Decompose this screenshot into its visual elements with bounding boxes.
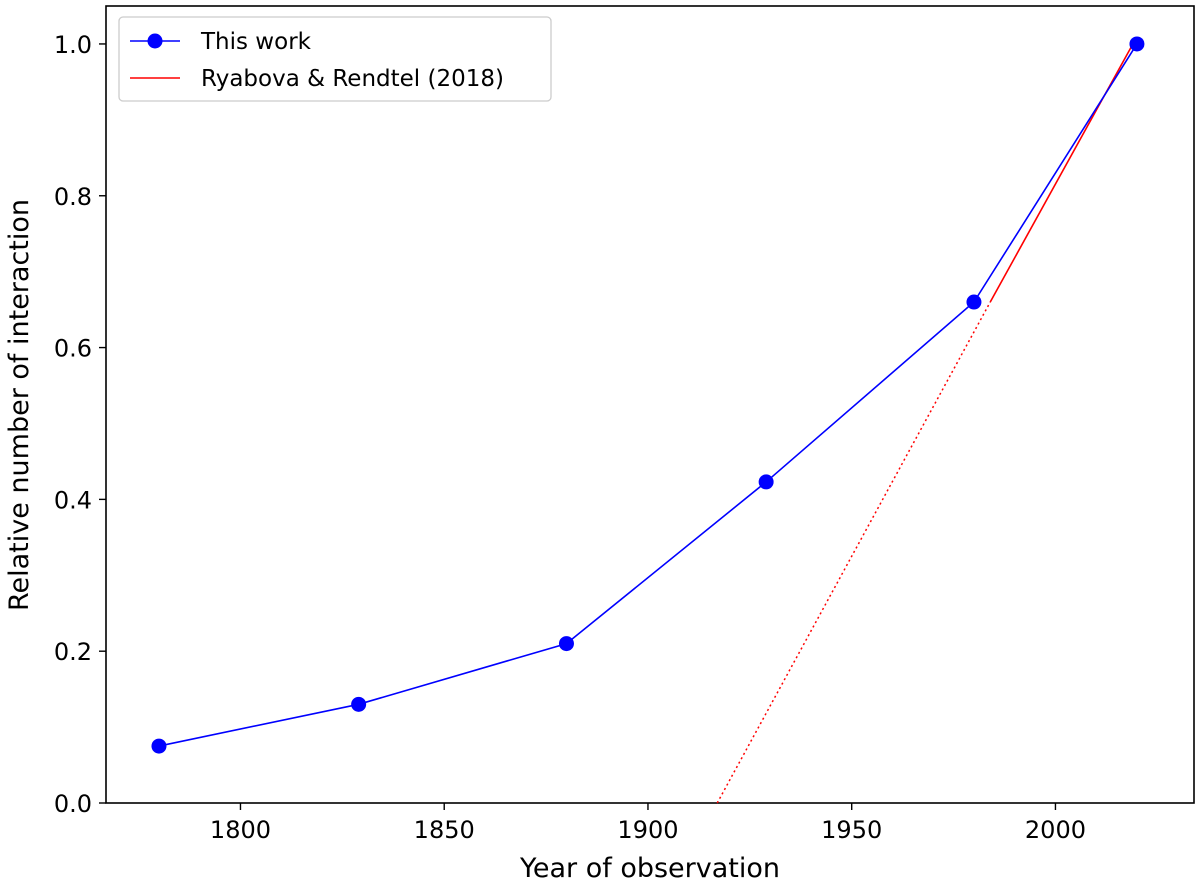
y-tick-label: 0.8 bbox=[54, 183, 92, 211]
series-ryabova-line bbox=[989, 43, 1134, 303]
y-tick-label: 1.0 bbox=[54, 31, 92, 59]
legend-label-ryabova: Ryabova & Rendtel (2018) bbox=[201, 66, 504, 92]
data-point-this-work bbox=[558, 636, 574, 652]
y-axis-ticks: 0.0 0.2 0.4 0.6 0.8 1.0 bbox=[54, 31, 106, 818]
series-this-work-line bbox=[158, 43, 1138, 747]
legend-label-this-work: This work bbox=[200, 29, 312, 55]
y-tick-label: 0.2 bbox=[54, 638, 92, 666]
x-tick-label: 1800 bbox=[210, 816, 271, 844]
plot-frame bbox=[105, 5, 1195, 804]
x-axis-title: Year of observation bbox=[519, 853, 780, 884]
data-point-this-work bbox=[151, 738, 167, 754]
data-point-this-work bbox=[351, 696, 367, 712]
x-tick-label: 1850 bbox=[414, 816, 475, 844]
x-axis-ticks: 1800 1850 1900 1950 2000 bbox=[210, 803, 1086, 844]
y-tick-label: 0.4 bbox=[54, 486, 92, 514]
data-point-this-work bbox=[966, 294, 982, 310]
legend: This work Ryabova & Rendtel (2018) bbox=[118, 16, 552, 102]
data-point-this-work bbox=[1129, 36, 1145, 52]
legend-marker-this-work bbox=[147, 33, 163, 49]
y-axis-title: Relative number of interaction bbox=[4, 199, 35, 611]
legend-box bbox=[118, 16, 552, 102]
series-ryabova-dotted-line bbox=[716, 301, 991, 804]
y-tick-label: 0.6 bbox=[54, 335, 92, 363]
x-tick-label: 2000 bbox=[1025, 816, 1086, 844]
data-point-this-work bbox=[758, 474, 774, 490]
x-tick-label: 1950 bbox=[821, 816, 882, 844]
series-layer bbox=[151, 36, 1145, 804]
y-tick-label: 0.0 bbox=[54, 790, 92, 818]
x-tick-label: 1900 bbox=[617, 816, 678, 844]
